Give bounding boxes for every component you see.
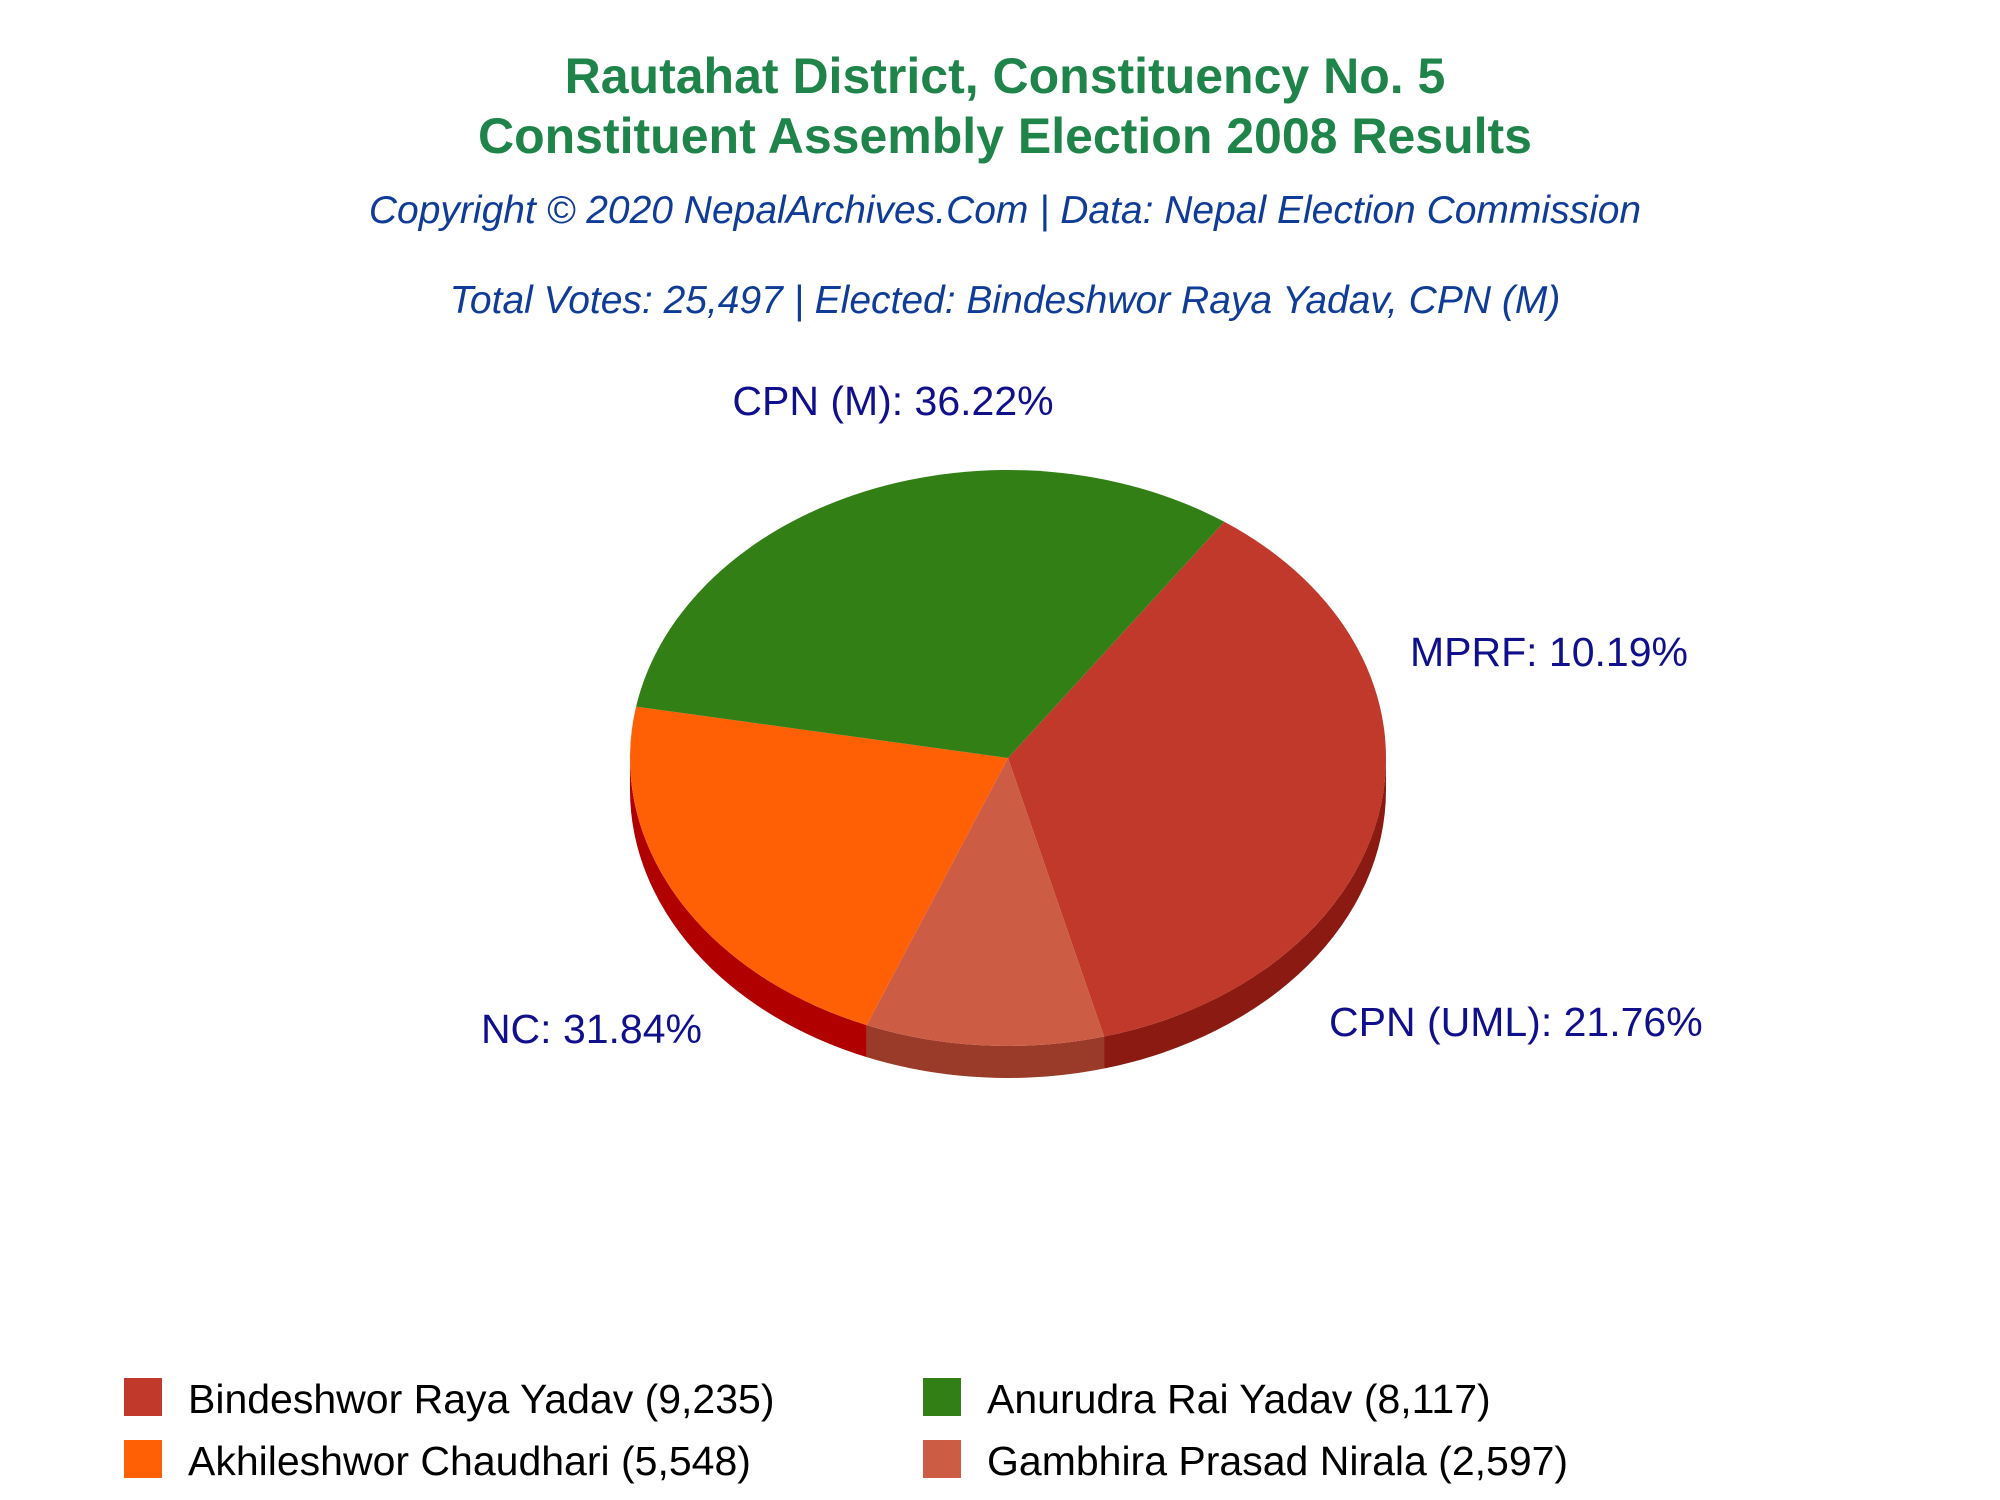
legend-item: Gambhira Prasad Nirala (2,597): [923, 1438, 1568, 1484]
chart-title-line1: Rautahat District, Constituency No. 5: [565, 48, 1446, 104]
pie-slice-cpn-uml-: [629, 706, 1008, 1026]
slice-label-nc: NC: 31.84%: [481, 1006, 702, 1052]
pie-side-group: [629, 758, 1386, 1078]
legend-label: Bindeshwor Raya Yadav (9,235): [188, 1376, 775, 1422]
chart-title-line2: Constituent Assembly Election 2008 Resul…: [478, 108, 1532, 164]
pie-slice-cpn-m-: [1008, 521, 1386, 1037]
slice-label-mprf: MPRF: 10.19%: [1410, 629, 1688, 675]
legend-item: Anurudra Rai Yadav (8,117): [923, 1376, 1491, 1422]
pie-labels-group: CPN (M): 36.22% MPRF: 10.19% CPN (UML): 21…: [481, 378, 1703, 1052]
slice-label-cpn-m-: CPN (M): 36.22%: [732, 378, 1053, 424]
legend: Bindeshwor Raya Yadav (9,235) Anurudra Ra…: [124, 1376, 1568, 1484]
chart-credit: Copyright © 2020 NepalArchives.Com | Dat…: [369, 189, 1641, 232]
pie-side-mprf: [866, 1025, 1105, 1078]
legend-swatch: [124, 1378, 162, 1416]
pie-side-cpn-uml-: [629, 758, 867, 1058]
chart-summary: Total Votes: 25,497 | Elected: Bindeshwo…: [450, 279, 1561, 322]
legend-label: Akhileshwor Chaudhari (5,548): [188, 1438, 751, 1484]
legend-label: Anurudra Rai Yadav (8,117): [987, 1376, 1491, 1422]
pie-slice-nc: [636, 470, 1225, 758]
legend-swatch: [923, 1378, 961, 1416]
legend-label: Gambhira Prasad Nirala (2,597): [987, 1438, 1568, 1484]
pie-slice-mprf: [866, 758, 1105, 1046]
slice-label-cpn-uml-: CPN (UML): 21.76%: [1329, 999, 1703, 1045]
legend-swatch: [124, 1440, 162, 1478]
legend-swatch: [923, 1440, 961, 1478]
pie-side-cpn-m-: [1104, 758, 1386, 1069]
pie-top-group: [629, 470, 1386, 1046]
legend-item: Bindeshwor Raya Yadav (9,235): [124, 1376, 775, 1422]
legend-item: Akhileshwor Chaudhari (5,548): [124, 1438, 751, 1484]
